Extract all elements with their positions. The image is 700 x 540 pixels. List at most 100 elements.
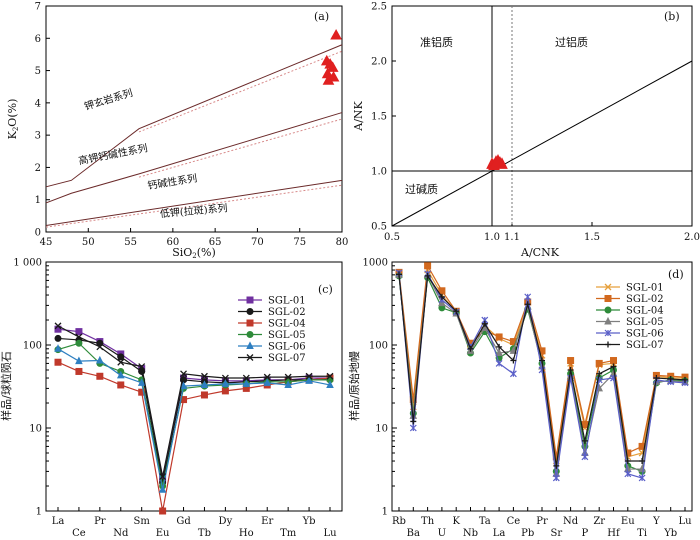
panel-d-point [409, 424, 417, 432]
panel-c-point [326, 380, 334, 388]
panel-c-point [54, 344, 62, 352]
panel-d-legend-marker [604, 295, 612, 302]
panel-c-point [200, 380, 209, 388]
panel-d-xtick-label: Y [652, 516, 660, 527]
panel-c-legend-label: SGL-07 [268, 353, 306, 364]
panel-c-point [54, 334, 62, 342]
panel-c-point [96, 355, 104, 364]
panel-d-point [495, 348, 503, 357]
panel-d-point [495, 359, 503, 367]
panel-c-series-SGL-07 [54, 322, 334, 481]
panel-c-point [180, 370, 187, 378]
panel-d-point [510, 357, 517, 364]
panel-d-point [424, 262, 432, 270]
panel-c-xtick-label: Sm [134, 516, 151, 527]
panel-c-ytick-label: 1 000 [13, 258, 42, 269]
panel-d-xtick-label: Pb [521, 528, 534, 539]
panel-d-xtick-label: U [438, 528, 446, 539]
panel-d-xtick-label: Th [421, 516, 435, 527]
panel-a-ytick-label: 2 [35, 163, 41, 174]
panel-c-xtick-label: Ho [239, 528, 254, 539]
panel-a-xlabel: SiO2(%) [172, 246, 216, 260]
panel-a-point [327, 70, 340, 82]
panel-c-tag: (c) [318, 283, 333, 296]
panel-d-ytick-label: 1 [382, 507, 388, 518]
panel-a-frame [45, 5, 343, 233]
panel-b-points [486, 153, 508, 170]
panel-c-xtick-label: Er [261, 516, 273, 527]
panel-c-series-line [57, 348, 331, 490]
panel-b-xtick-label: 1.0 [484, 232, 500, 243]
panel-d-point [610, 357, 617, 365]
panel-d-point [396, 271, 402, 278]
panel-c-point [137, 378, 146, 386]
panel-d-tag: (d) [668, 268, 684, 281]
panel-a-boundary-lower [45, 179, 343, 227]
panel-d-xtick-label: Ta [479, 516, 491, 527]
panel-c-legend-label: SGL-05 [268, 330, 306, 341]
panel-b-lines [391, 6, 693, 227]
panel-c-xtick-label: Nd [113, 528, 129, 539]
panel-d-point [467, 345, 474, 352]
panel-d-point [624, 458, 631, 465]
panel-c-point [201, 372, 208, 380]
panel-b-tag: (b) [664, 10, 680, 23]
panel-d-point [667, 375, 674, 382]
panel-c-point [284, 380, 292, 388]
panel-d-xtick-label: Nd [563, 516, 579, 527]
panel-d-xtick-label: Eu [621, 516, 635, 527]
panel-c-xtick-label: Pr [94, 516, 106, 527]
panel-d-point [438, 287, 446, 295]
panel-d-point [567, 357, 575, 365]
panel-a-field-label: 高钾钙碱性系列 [77, 141, 148, 167]
panel-c: (c) 1 10 100 1 000 La Ce Pr Nd Sm Eu Gd Tb Dy Ho Er Tm Y… [0, 258, 343, 539]
panel-a-ytick-label: 4 [35, 98, 41, 109]
panel-c-point [117, 381, 125, 389]
panel-d-legend-marker [604, 316, 612, 325]
panel-d-xtick-label: Yb [663, 528, 677, 539]
panel-c-point [263, 373, 271, 381]
panel-c-point [54, 322, 62, 330]
panel-d-point [581, 453, 589, 461]
panel-c-point [305, 372, 313, 380]
panel-c-point [221, 387, 229, 395]
panel-d-xtick-label: Ti [637, 528, 647, 539]
panel-d-legend-label: SGL-07 [626, 340, 664, 351]
panel-c-point [96, 343, 104, 351]
panel-c-legend-marker [246, 354, 254, 361]
panel-b-xtick-label: 1.1 [504, 232, 520, 243]
panel-a-tag: (a) [314, 10, 329, 23]
panel-a-boundary-middle [45, 112, 343, 204]
panel-d-point [624, 470, 632, 478]
panel-c-xtick-label: Lu [323, 528, 337, 539]
panel-c-point [117, 353, 125, 361]
panel-d-legend-marker [604, 283, 612, 291]
panel-d-point [481, 320, 488, 327]
panel-a-point [330, 29, 342, 40]
panel-b: (b) 0.5 1.0 1.1 1.5 2.0 0.5 1.0 1.5 2.0 2.5 准铝质 过… [352, 2, 700, 260]
panel-a-point [326, 61, 339, 72]
panel-c-point [138, 363, 146, 371]
panel-d-point [496, 343, 503, 350]
panel-c-point [284, 373, 292, 381]
panel-c-point [75, 333, 83, 341]
panel-c-xtick-label: Tb [198, 528, 211, 539]
panel-c-xtick-label: Ce [72, 528, 86, 539]
panel-b-xtick-label: 0.5 [384, 232, 400, 243]
panel-c-xtick-label: Gd [176, 516, 191, 527]
panel-d-point [581, 437, 588, 444]
panel-c-series-line [57, 325, 330, 477]
panel-c-point [221, 374, 229, 382]
panel-c-point [96, 372, 104, 380]
panel-c-point [326, 372, 334, 380]
panel-b-ylabel: A/NK [352, 100, 365, 131]
panel-c-point [54, 358, 62, 366]
panel-c-xtick-label: Eu [156, 528, 170, 539]
panel-d-legend-label: SGL-04 [626, 306, 664, 317]
panel-a-xtick-label: 75 [293, 237, 306, 248]
panel-d: (d) 1 10 100 1000 RbBaThUKNbTaLaCePbPrSrNdPZ… [347, 258, 693, 540]
